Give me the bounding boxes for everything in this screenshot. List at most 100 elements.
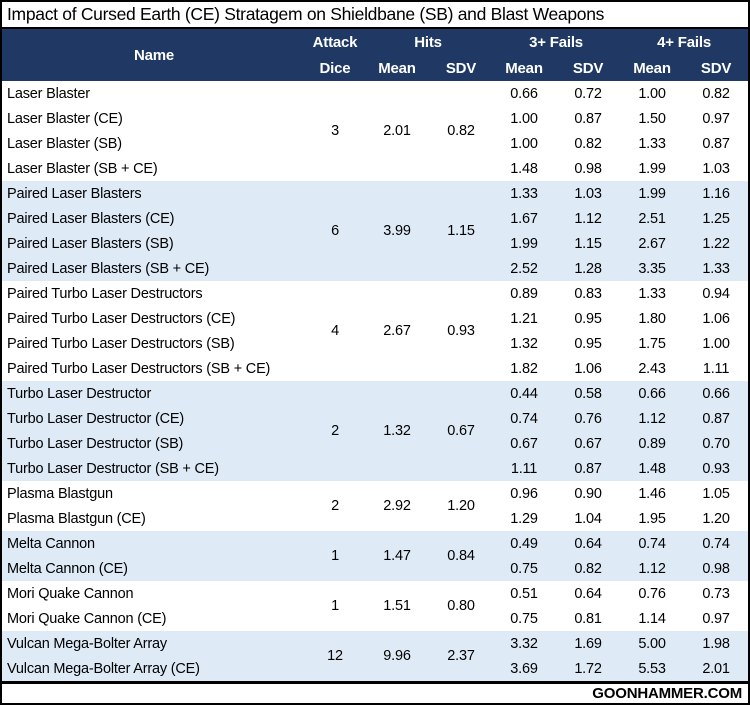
fails3-sdv-cell: 0.76 [556, 406, 621, 431]
hits-sdv-cell: 0.80 [430, 581, 493, 631]
footer-bar: GOONHAMMER.COM [2, 681, 748, 703]
fails4-mean-cell: 2.43 [620, 356, 685, 381]
weapon-name-cell: Turbo Laser Destructor (SB + CE) [2, 456, 306, 481]
weapon-name-cell: Paired Laser Blasters [2, 181, 306, 206]
fails3-sdv-cell: 1.03 [556, 181, 621, 206]
fails3-mean-cell: 1.33 [492, 181, 557, 206]
weapon-name-cell: Turbo Laser Destructor (CE) [2, 406, 306, 431]
hits-mean-cell: 1.51 [364, 581, 430, 631]
fails4-sdv-cell: 0.66 [684, 381, 748, 406]
table-row: Laser Blaster (CE) 1.00 0.87 1.50 0.97 [2, 106, 748, 131]
fails4-mean-cell: 0.66 [620, 381, 685, 406]
col-header-4plus-fails: 4+ Fails [620, 29, 748, 55]
fails4-mean-cell: 1.99 [620, 156, 685, 181]
fails3-sdv-cell: 0.90 [556, 481, 621, 506]
fails3-mean-cell: 0.75 [492, 606, 557, 631]
weapon-name-cell: Melta Cannon (CE) [2, 556, 306, 581]
hits-sdv-cell: 0.93 [430, 281, 493, 381]
attack-dice-cell: 4 [306, 281, 364, 381]
fails3-mean-cell: 1.32 [492, 331, 557, 356]
fails4-mean-cell: 1.99 [620, 181, 685, 206]
fails4-sdv-cell: 0.93 [684, 456, 748, 481]
table-row: Paired Laser Blasters (SB) 1.99 1.15 2.67 1.… [2, 231, 748, 256]
fails3-sdv-cell: 1.12 [556, 206, 621, 231]
fails4-sdv-cell: 0.87 [684, 406, 748, 431]
fails3-mean-cell: 0.74 [492, 406, 557, 431]
fails3-sdv-cell: 0.95 [556, 331, 621, 356]
fails3-mean-cell: 0.89 [492, 281, 557, 306]
fails4-mean-cell: 1.14 [620, 606, 685, 631]
attack-dice-cell: 2 [306, 481, 364, 531]
table-header: Name Attack Hits 3+ Fails 4+ Fails Dice … [2, 29, 748, 81]
col-header-3fails-mean: Mean [492, 55, 557, 81]
hits-sdv-cell: 0.84 [430, 531, 493, 581]
table-row: Mori Quake Cannon 1 1.51 0.80 0.51 0.64 0.76 0.… [2, 581, 748, 631]
fails4-sdv-cell: 0.94 [684, 281, 748, 306]
fails4-sdv-cell: 1.05 [684, 481, 748, 506]
fails3-mean-cell: 1.48 [492, 156, 557, 181]
col-header-hits-mean: Mean [364, 55, 430, 81]
fails3-sdv-cell: 1.04 [556, 506, 621, 531]
weapon-name-cell: Paired Turbo Laser Destructors (SB) [2, 331, 306, 356]
fails3-mean-cell: 0.49 [492, 531, 557, 556]
table-row: Vulcan Mega-Bolter Array (CE) 3.69 1.72 5.5… [2, 656, 748, 681]
fails4-sdv-cell: 0.82 [684, 81, 748, 106]
fails4-mean-cell: 5.00 [620, 631, 685, 656]
table-row: Paired Turbo Laser Destructors (SB) 1.32 0… [2, 331, 748, 356]
fails3-sdv-cell: 0.82 [556, 556, 621, 581]
fails4-mean-cell: 5.53 [620, 656, 685, 681]
fails4-mean-cell: 3.35 [620, 256, 685, 281]
weapon-name-cell: Mori Quake Cannon [2, 581, 306, 606]
col-header-4fails-mean: Mean [620, 55, 685, 81]
fails3-sdv-cell: 0.64 [556, 581, 621, 606]
col-header-name: Name [2, 29, 306, 81]
col-header-3fails-sdv: SDV [556, 55, 621, 81]
fails4-mean-cell: 1.46 [620, 481, 685, 506]
fails3-sdv-cell: 1.28 [556, 256, 621, 281]
fails3-sdv-cell: 1.72 [556, 656, 621, 681]
weapon-name-cell: Paired Laser Blasters (SB) [2, 231, 306, 256]
weapon-name-cell: Laser Blaster (CE) [2, 106, 306, 131]
fails3-mean-cell: 1.00 [492, 106, 557, 131]
fails4-sdv-cell: 1.03 [684, 156, 748, 181]
fails4-sdv-cell: 1.20 [684, 506, 748, 531]
fails3-sdv-cell: 1.15 [556, 231, 621, 256]
hits-mean-cell: 3.99 [364, 181, 430, 281]
fails3-sdv-cell: 0.83 [556, 281, 621, 306]
hits-mean-cell: 1.32 [364, 381, 430, 481]
table-row: Plasma Blastgun (CE) 1.29 1.04 1.95 1.20 [2, 506, 748, 531]
attack-dice-cell: 12 [306, 631, 364, 681]
fails3-mean-cell: 1.29 [492, 506, 557, 531]
fails3-sdv-cell: 0.87 [556, 456, 621, 481]
fails4-mean-cell: 1.12 [620, 556, 685, 581]
fails4-sdv-cell: 0.87 [684, 131, 748, 156]
table-row: Paired Turbo Laser Destructors (CE) 1.21 0… [2, 306, 748, 331]
fails4-sdv-cell: 1.22 [684, 231, 748, 256]
fails3-mean-cell: 0.96 [492, 481, 557, 506]
fails4-mean-cell: 0.89 [620, 431, 685, 456]
table-row: Melta Cannon (CE) 0.75 0.82 1.12 0.98 [2, 556, 748, 581]
table-row: Plasma Blastgun 2 2.92 1.20 0.96 0.90 1.46 1.05 [2, 481, 748, 531]
col-header-3plus-fails: 3+ Fails [492, 29, 621, 55]
table-row: Mori Quake Cannon (CE) 0.75 0.81 1.14 0.97 [2, 606, 748, 631]
hits-mean-cell: 2.92 [364, 481, 430, 531]
attack-dice-cell: 3 [306, 81, 364, 181]
weapon-name-cell: Turbo Laser Destructor (SB) [2, 431, 306, 456]
fails4-mean-cell: 1.95 [620, 506, 685, 531]
weapon-name-cell: Laser Blaster (SB) [2, 131, 306, 156]
fails4-mean-cell: 2.51 [620, 206, 685, 231]
fails4-mean-cell: 2.67 [620, 231, 685, 256]
fails4-sdv-cell: 1.06 [684, 306, 748, 331]
attack-dice-cell: 2 [306, 381, 364, 481]
fails3-sdv-cell: 0.98 [556, 156, 621, 181]
weapon-name-cell: Vulcan Mega-Bolter Array [2, 631, 306, 656]
fails4-sdv-cell: 0.74 [684, 531, 748, 556]
fails3-mean-cell: 1.99 [492, 231, 557, 256]
weapon-name-cell: Turbo Laser Destructor [2, 381, 306, 406]
fails3-sdv-cell: 0.95 [556, 306, 621, 331]
weapon-name-cell: Plasma Blastgun (CE) [2, 506, 306, 531]
col-header-dice: Dice [306, 55, 364, 81]
fails4-sdv-cell: 1.16 [684, 181, 748, 206]
fails4-sdv-cell: 0.97 [684, 106, 748, 131]
table-row: Paired Laser Blasters 6 3.99 1.15 1.33 1.03 1.… [2, 181, 748, 281]
